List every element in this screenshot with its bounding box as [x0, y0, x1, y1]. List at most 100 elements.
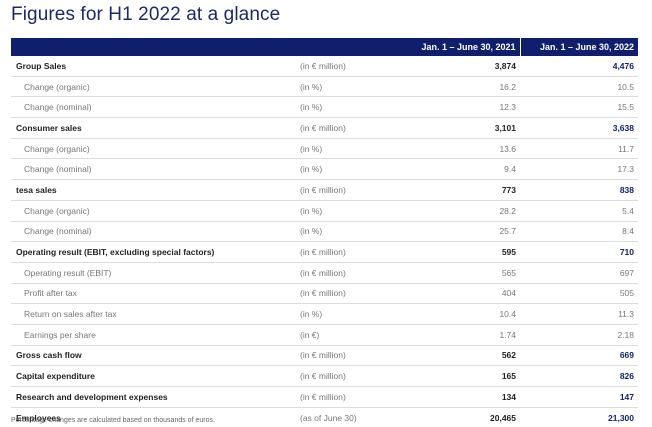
row-label: Change (organic)	[11, 138, 295, 160]
row-unit: (in %)	[295, 76, 403, 98]
value-2022: 11.7	[520, 138, 638, 160]
row-label: Operating result (EBIT, excluding specia…	[11, 241, 295, 263]
value-2022: 15.5	[520, 96, 638, 119]
row-label: Operating result (EBIT)	[11, 262, 295, 284]
table-row: Change (nominal) (in %) 9.4 17.3	[11, 158, 638, 181]
table-row: tesa sales (in € million) 773 838	[11, 179, 638, 201]
header-row: Jan. 1 – June 30, 2021 Jan. 1 – June 30,…	[11, 38, 638, 56]
value-2022: 4,476	[520, 56, 638, 77]
value-2022: 3,638	[520, 117, 638, 139]
row-unit: (in € million)	[295, 345, 403, 367]
row-unit: (in € million)	[295, 365, 403, 387]
value-2021: 404	[403, 283, 520, 305]
row-label: Change (nominal)	[11, 158, 295, 181]
row-unit: (in € million)	[295, 179, 403, 201]
table-row: Change (organic) (in %) 13.6 11.7	[11, 138, 638, 160]
row-label: Change (organic)	[11, 76, 295, 98]
value-2021: 134	[403, 386, 520, 408]
table-row: Group Sales (in € million) 3,874 4,476	[11, 56, 638, 77]
value-2022: 17.3	[520, 158, 638, 181]
value-2021: 28.2	[403, 200, 520, 222]
value-2021: 595	[403, 241, 520, 263]
table-row: Change (organic) (in %) 28.2 5.4	[11, 200, 638, 222]
row-unit: (in %)	[295, 303, 403, 325]
figures-table-container: Jan. 1 – June 30, 2021 Jan. 1 – June 30,…	[11, 38, 638, 427]
value-2021: 565	[403, 262, 520, 284]
row-label: Change (organic)	[11, 200, 295, 222]
row-label: Change (nominal)	[11, 96, 295, 119]
row-unit: (in € million)	[295, 262, 403, 284]
value-2022: 21,300	[520, 407, 638, 427]
header-2022-cell: Jan. 1 – June 30, 2022	[520, 38, 638, 56]
row-label: Capital expenditure	[11, 365, 295, 387]
table-row: Change (organic) (in %) 16.2 10.5	[11, 76, 638, 98]
value-2021: 3,874	[403, 56, 520, 77]
table-row: Consumer sales (in € million) 3,101 3,638	[11, 117, 638, 139]
row-label: Group Sales	[11, 56, 295, 77]
value-2021: 773	[403, 179, 520, 201]
row-label: tesa sales	[11, 179, 295, 201]
row-unit: (in %)	[295, 200, 403, 222]
footnote: Percentage changes are calculated based …	[11, 417, 215, 424]
value-2022: 669	[520, 345, 638, 367]
header-unit-cell	[295, 38, 403, 56]
header-2021-cell: Jan. 1 – June 30, 2021	[403, 38, 521, 56]
table-row: Earnings per share (in €) 1.74 2.18	[11, 324, 638, 346]
value-2021: 13.6	[403, 138, 520, 160]
value-2022: 5.4	[520, 200, 638, 222]
value-2021: 10.4	[403, 303, 520, 325]
page-title: Figures for H1 2022 at a glance	[11, 4, 281, 25]
value-2022: 8.4	[520, 221, 638, 243]
value-2022: 2.18	[520, 324, 638, 346]
table-row: Research and development expenses (in € m…	[11, 386, 638, 408]
value-2022: 147	[520, 386, 638, 408]
row-unit: (in %)	[295, 221, 403, 243]
table-row: Operating result (EBIT) (in € million) 565…	[11, 262, 638, 284]
value-2021: 3,101	[403, 117, 520, 139]
value-2021: 20,465	[403, 407, 520, 427]
value-2022: 826	[520, 365, 638, 387]
row-label: Profit after tax	[11, 283, 295, 305]
table-row: Capital expenditure (in € million) 165 826	[11, 365, 638, 387]
row-unit: (in € million)	[295, 386, 403, 408]
value-2021: 25.7	[403, 221, 520, 243]
row-label: Consumer sales	[11, 117, 295, 139]
row-label: Change (nominal)	[11, 221, 295, 243]
row-label: Return on sales after tax	[11, 303, 295, 325]
value-2022: 697	[520, 262, 638, 284]
value-2021: 12.3	[403, 96, 520, 119]
figures-table: Jan. 1 – June 30, 2021 Jan. 1 – June 30,…	[11, 38, 638, 427]
row-unit: (as of June 30)	[295, 407, 403, 427]
value-2021: 165	[403, 365, 520, 387]
table-header: Jan. 1 – June 30, 2021 Jan. 1 – June 30,…	[11, 38, 638, 56]
row-unit: (in %)	[295, 158, 403, 181]
table-row: Employees (as of June 30) 20,465 21,300	[11, 407, 638, 427]
value-2022: 10.5	[520, 76, 638, 98]
value-2022: 710	[520, 241, 638, 263]
table-row: Return on sales after tax (in %) 10.4 11.3	[11, 303, 638, 325]
value-2021: 562	[403, 345, 520, 367]
value-2021: 16.2	[403, 76, 520, 98]
row-unit: (in €)	[295, 324, 403, 346]
row-unit: (in € million)	[295, 283, 403, 305]
table-row: Change (nominal) (in %) 12.3 15.5	[11, 96, 638, 119]
table-row: Change (nominal) (in %) 25.7 8.4	[11, 221, 638, 243]
row-unit: (in %)	[295, 96, 403, 119]
row-label: Earnings per share	[11, 324, 295, 346]
table-body: Group Sales (in € million) 3,874 4,476 Chang…	[11, 56, 638, 427]
table-row: Operating result (EBIT, excluding specia…	[11, 241, 638, 263]
value-2022: 838	[520, 179, 638, 201]
header-label-cell	[11, 38, 295, 56]
row-label: Research and development expenses	[11, 386, 295, 408]
row-unit: (in € million)	[295, 241, 403, 263]
value-2022: 505	[520, 283, 638, 305]
row-label: Gross cash flow	[11, 345, 295, 367]
row-unit: (in € million)	[295, 56, 403, 77]
table-row: Profit after tax (in € million) 404 505	[11, 283, 638, 305]
row-unit: (in € million)	[295, 117, 403, 139]
value-2022: 11.3	[520, 303, 638, 325]
table-row: Gross cash flow (in € million) 562 669	[11, 345, 638, 367]
row-unit: (in %)	[295, 138, 403, 160]
value-2021: 9.4	[403, 158, 520, 181]
value-2021: 1.74	[403, 324, 520, 346]
